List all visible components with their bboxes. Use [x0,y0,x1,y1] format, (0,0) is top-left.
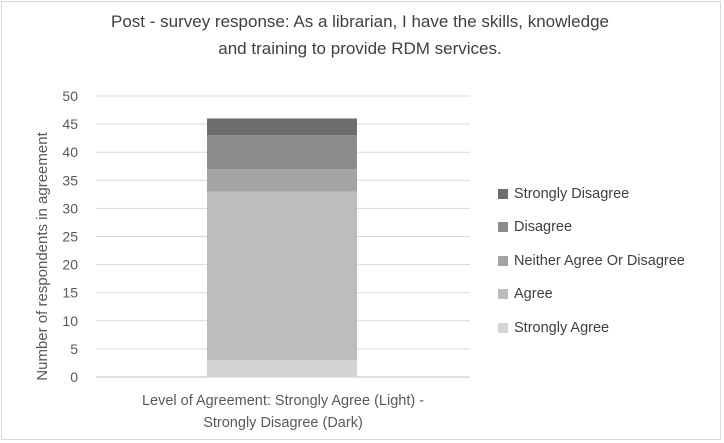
legend-label: Neither Agree Or Disagree [514,252,685,269]
legend-swatch [498,289,508,300]
legend-label: Agree [514,286,553,303]
legend-swatch [498,322,508,333]
y-tick-label-20: 20 [62,257,78,273]
legend-swatch [498,188,508,199]
y-tick-label-25: 25 [62,229,78,245]
y-tick-label-30: 30 [62,200,78,216]
y-tick-label-50: 50 [62,88,78,104]
legend-item-disagree: Disagree [498,211,718,245]
legend-label: Strongly Disagree [514,185,630,202]
y-tick-label-40: 40 [62,144,78,160]
y-tick-label-5: 5 [70,341,78,357]
legend-item-agree: Agree [498,278,718,312]
legend-swatch [498,222,508,233]
x-axis-title-line-1: Level of Agreement: Strongly Agree (Ligh… [142,393,424,409]
y-tick-label-10: 10 [62,313,78,329]
chart-legend: Strongly Disagree Disagree Neither Agree O… [498,177,718,345]
legend-item-strongly-agree: Strongly Agree [498,311,718,345]
bar-segment-neither-agree-or-disagree [207,169,357,192]
x-axis-title-line-2: Strongly Disagree (Dark) [203,415,363,431]
y-tick-label-35: 35 [62,172,78,188]
legend-label: Strongly Agree [514,319,610,336]
y-tick-label-45: 45 [62,116,78,132]
legend-swatch [498,255,508,266]
legend-item-neither-agree-or-disagree: Neither Agree Or Disagree [498,244,718,278]
bar-segment-strongly-disagree [207,118,357,136]
y-tick-label-0: 0 [70,369,78,385]
y-axis-title: Number of respondents in agreement [34,131,51,380]
chart-title-line-2: and training to provide RDM services. [218,39,502,58]
bar-segment-agree [207,191,357,361]
bar-segment-strongly-agree [207,360,357,377]
bar-segment-disagree [207,135,357,170]
chart-title-line-1: Post - survey response: As a librarian, … [111,12,609,31]
legend-item-strongly-disagree: Strongly Disagree [498,177,718,211]
y-tick-label-15: 15 [62,285,78,301]
legend-label: Disagree [514,219,573,236]
